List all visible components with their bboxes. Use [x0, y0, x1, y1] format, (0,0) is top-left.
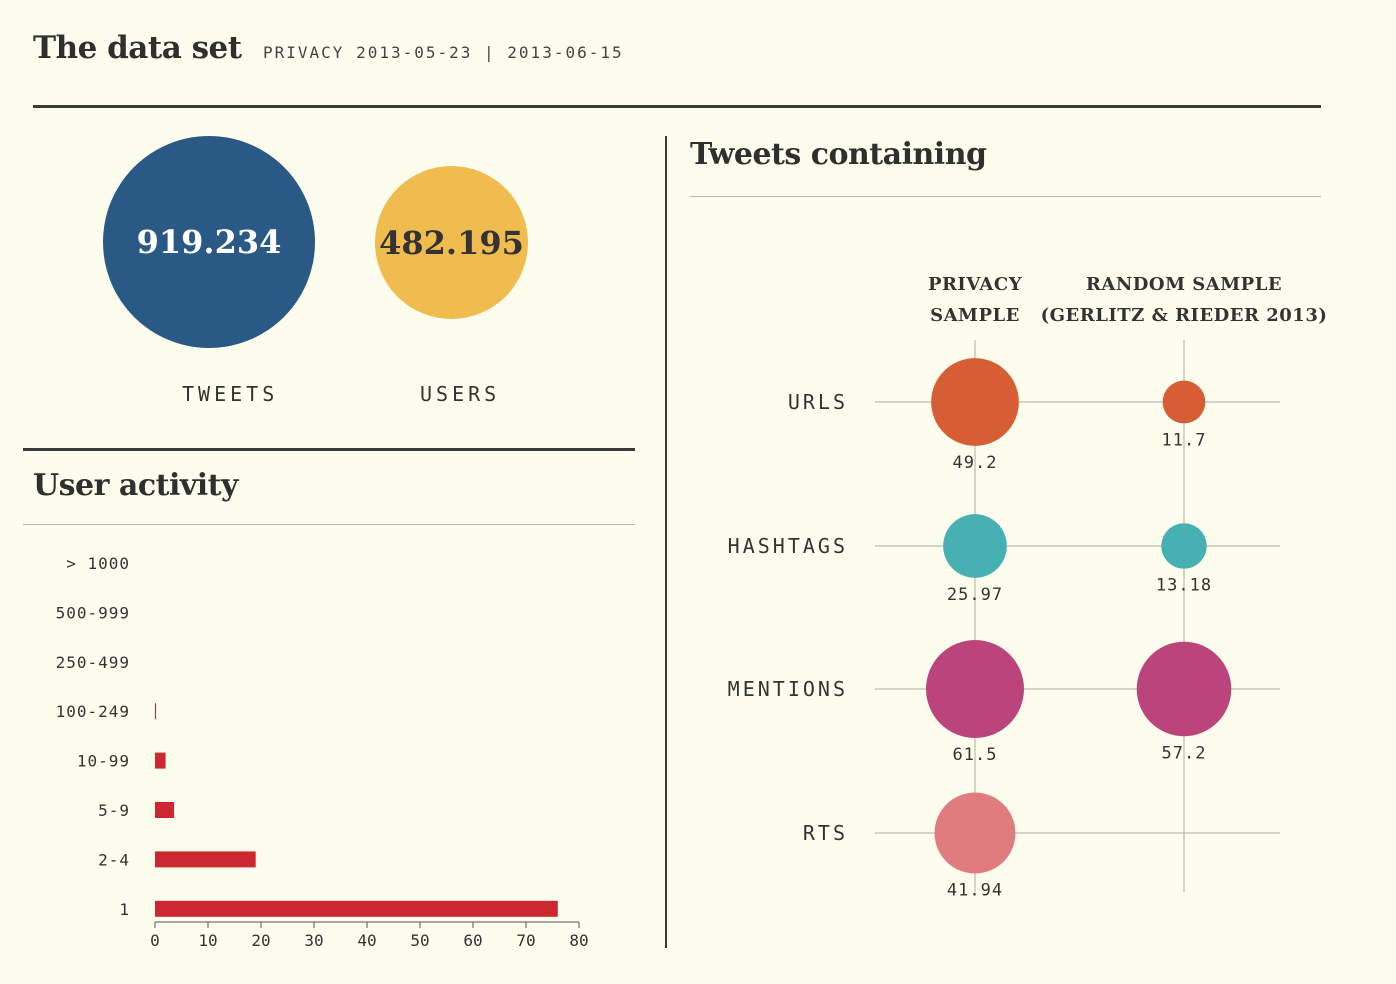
row-label: URLS [788, 390, 848, 414]
metric-bubble [1161, 523, 1207, 569]
activity-x-tick-label: 30 [304, 931, 323, 950]
activity-category-label: 10-99 [77, 752, 130, 771]
section-vertical-divider [665, 136, 667, 948]
date-range-subtitle: PRIVACY 2013-05-23 | 2013-06-15 [263, 43, 624, 62]
bubble-value-label: 57.2 [1162, 743, 1207, 763]
user-activity-divider [23, 448, 635, 451]
bubble-value-label: 41.94 [947, 880, 1003, 900]
activity-bar [155, 851, 256, 868]
column-header: (GERLITZ & RIEDER 2013) [1041, 305, 1328, 326]
tweets-containing-chart: PRIVACY SAMPLE RANDOM SAMPLE (GERLITZ & RIE… [728, 274, 1328, 900]
users-label: USERS [420, 382, 501, 406]
metric-bubble [1162, 380, 1206, 424]
activity-category-label: 250-499 [56, 653, 130, 672]
tweets-total-circle: 919.234 [103, 136, 315, 348]
tweets-containing-title: Tweets containing [690, 137, 987, 172]
activity-category-label: 5-9 [98, 801, 130, 820]
metric-bubble [943, 514, 1007, 578]
row-label: MENTIONS [728, 677, 848, 701]
activity-category-label: 500-999 [56, 603, 130, 622]
metric-bubble [931, 358, 1019, 446]
column-header: PRIVACY [928, 274, 1023, 295]
activity-x-tick-label: 50 [410, 931, 429, 950]
metric-bubble [926, 640, 1024, 738]
bubble-value-label: 61.5 [953, 745, 998, 765]
metric-bubble [1136, 641, 1232, 737]
user-activity-title-rule [23, 524, 635, 525]
activity-bar [155, 900, 558, 917]
column-header: SAMPLE [930, 305, 1020, 326]
tweets-total-value: 919.234 [136, 223, 282, 261]
column-header: RANDOM SAMPLE [1086, 274, 1282, 295]
bubble-value-label: 25.97 [947, 585, 1003, 605]
metric-bubble [934, 792, 1016, 874]
tweets-containing-title-rule [690, 196, 1321, 197]
activity-x-tick-label: 60 [463, 931, 482, 950]
activity-x-tick-label: 40 [357, 931, 376, 950]
bubble-value-label: 11.7 [1162, 430, 1207, 450]
activity-category-label: 2-4 [98, 850, 130, 869]
row-label: HASHTAGS [728, 534, 848, 558]
activity-x-tick-label: 80 [569, 931, 588, 950]
activity-bar [155, 703, 157, 720]
activity-x-tick-label: 10 [198, 931, 217, 950]
tweets-label: TWEETS [182, 382, 279, 406]
user-activity-title: User activity [33, 468, 238, 503]
activity-x-tick-label: 70 [516, 931, 535, 950]
user-activity-chart: > 1000500-999250-499100-24910-995-92-410… [56, 554, 589, 950]
activity-x-tick-label: 20 [251, 931, 270, 950]
users-total-value: 482.195 [379, 223, 524, 262]
row-label: RTS [803, 821, 848, 845]
activity-bar [155, 752, 166, 769]
bubble-value-label: 13.18 [1156, 576, 1212, 596]
activity-category-label: 1 [119, 900, 130, 919]
activity-x-tick-label: 0 [150, 931, 160, 950]
page-title: The data set [33, 30, 242, 66]
activity-category-label: > 1000 [66, 554, 130, 573]
header-divider [33, 105, 1321, 108]
users-total-circle: 482.195 [375, 166, 528, 319]
activity-category-label: 100-249 [56, 702, 130, 721]
activity-bar [155, 802, 175, 818]
bubble-value-label: 49.2 [953, 453, 998, 473]
